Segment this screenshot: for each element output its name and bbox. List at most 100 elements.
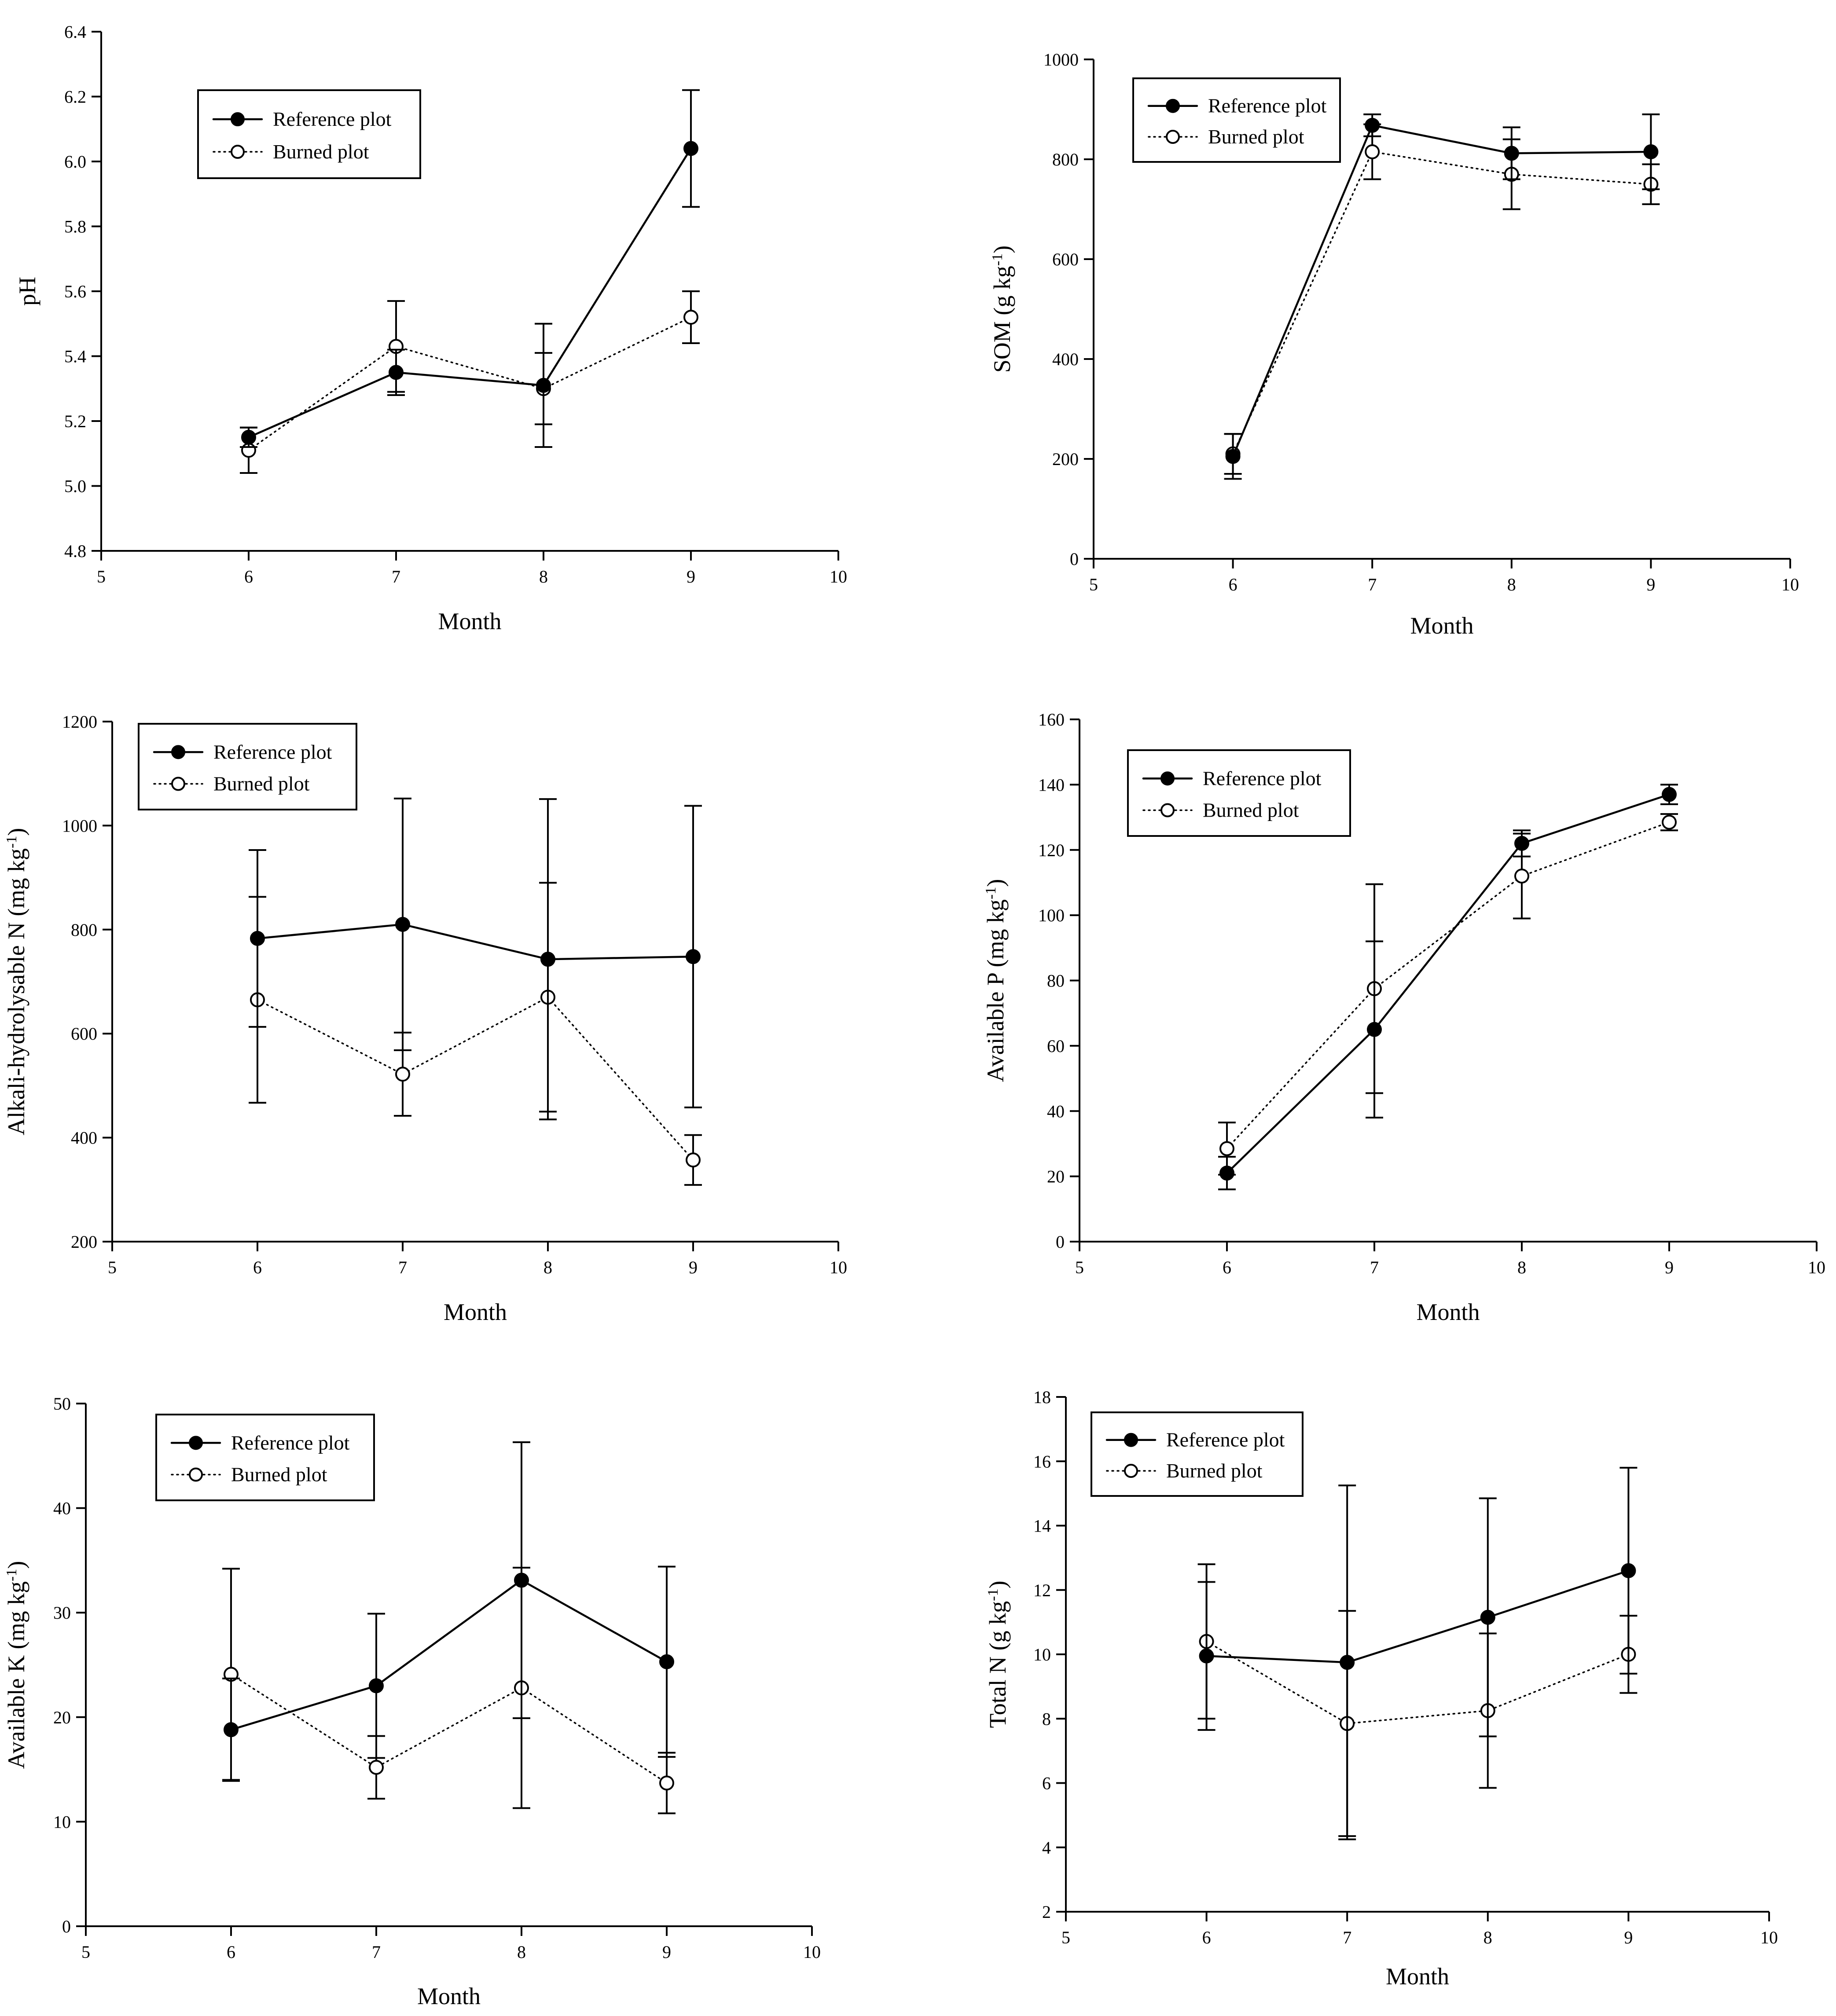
data-point <box>1514 869 1529 884</box>
y-axis-title: SOM (g kg-1) <box>989 246 1015 373</box>
data-point <box>224 1722 239 1737</box>
legend-box <box>138 723 357 810</box>
y-tick-label: 120 <box>1038 840 1065 860</box>
x-tick-label: 8 <box>1483 1928 1492 1947</box>
x-tick-label: 7 <box>1370 1257 1379 1277</box>
legend-box <box>1132 77 1341 163</box>
x-tick-label: 10 <box>1808 1257 1825 1277</box>
series-burned-plot <box>1197 1563 1638 1837</box>
x-tick-label: 9 <box>689 1257 698 1277</box>
data-point <box>1340 1655 1355 1670</box>
x-tick-label: 9 <box>662 1942 671 1962</box>
series-line <box>247 147 692 439</box>
data-point <box>1219 1141 1234 1156</box>
y-tick-label: 2 <box>1042 1902 1051 1922</box>
chart-panel-total-n: 2 4 6 8 10 12 14 16 18 5 6 7 8 9 10 Month Total N (g kg-… <box>984 1387 1778 1990</box>
y-tick-label: 60 <box>1047 1036 1065 1056</box>
y-tick-label: 6.0 <box>64 152 86 172</box>
data-point <box>1662 814 1677 830</box>
x-tick-label: 5 <box>1061 1928 1070 1947</box>
y-tick-label: 6 <box>1042 1774 1051 1793</box>
series-burned-plot <box>222 1567 676 1814</box>
x-tick-label: 7 <box>1343 1928 1351 1947</box>
legend: Reference plot Burned plot <box>138 723 357 810</box>
y-tick-label: 6.2 <box>64 87 86 107</box>
series-line <box>1205 1641 1630 1725</box>
data-point <box>659 1654 674 1669</box>
x-tick-label: 5 <box>97 567 106 586</box>
data-point <box>395 1067 410 1082</box>
data-point <box>1643 144 1659 159</box>
y-tick-label: 600 <box>71 1024 97 1044</box>
data-point <box>1365 117 1380 133</box>
y-tick-label: 10 <box>1033 1645 1051 1664</box>
legend-marker <box>1124 1433 1138 1447</box>
series-burned-plot <box>240 290 700 474</box>
x-tick-label: 6 <box>253 1257 262 1277</box>
y-tick-label: 16 <box>1033 1452 1051 1471</box>
y-tick-label: 80 <box>1047 971 1065 991</box>
legend-label: Burned plot <box>213 773 310 795</box>
data-point <box>514 1572 529 1588</box>
x-tick-label: 10 <box>803 1942 821 1962</box>
data-point <box>686 1152 701 1168</box>
x-tick-label: 7 <box>398 1257 407 1277</box>
legend-marker <box>171 745 185 759</box>
legend-label: Reference plot <box>273 108 392 130</box>
legend-marker <box>1160 803 1175 817</box>
y-tick-label: 0 <box>62 1917 71 1936</box>
legend-label: Burned plot <box>231 1463 327 1486</box>
data-point <box>369 1759 384 1775</box>
series-burned-plot <box>1224 123 1660 475</box>
y-axis-title: pH <box>14 277 40 306</box>
data-point <box>540 952 555 967</box>
legend-marker <box>231 145 245 159</box>
legend-marker <box>231 112 245 126</box>
legend-label: Burned plot <box>1166 1459 1263 1482</box>
x-axis-title: Month <box>1386 1963 1449 1990</box>
y-tick-label: 200 <box>1052 449 1079 469</box>
y-tick-label: 8 <box>1042 1709 1051 1729</box>
series-line <box>1205 1569 1630 1664</box>
y-tick-label: 1000 <box>62 816 97 836</box>
data-point <box>1367 1022 1382 1037</box>
y-tick-label: 0 <box>1056 1232 1065 1252</box>
x-tick-label: 7 <box>1368 575 1377 594</box>
y-tick-label: 20 <box>53 1708 71 1727</box>
x-tick-label: 6 <box>227 1942 235 1962</box>
data-point <box>250 931 265 946</box>
legend: Reference plot Burned plot <box>197 89 421 179</box>
legend: Reference plot Burned plot <box>1091 1411 1304 1497</box>
y-tick-label: 10 <box>53 1812 71 1832</box>
chart-panel-alkali-n: 200 400 600 800 1000 1200 5 6 7 8 9 10 Month Alkali-h… <box>3 712 847 1325</box>
y-tick-label: 1000 <box>1043 50 1079 70</box>
x-axis-title: Month <box>438 608 501 634</box>
x-axis-title: Month <box>1416 1299 1480 1325</box>
y-tick-label: 100 <box>1038 905 1065 925</box>
y-tick-label: 400 <box>1052 349 1079 369</box>
x-tick-label: 8 <box>517 1942 526 1962</box>
x-axis-title: Month <box>417 1983 481 2009</box>
y-tick-label: 40 <box>1047 1101 1065 1121</box>
data-point <box>1199 1648 1214 1664</box>
y-tick-label: 800 <box>71 920 97 940</box>
chart-panel-avail-k: 0 10 20 30 40 50 5 6 7 8 9 10 Month Available K (mg k… <box>3 1394 821 2009</box>
series-burned-plot <box>1218 813 1678 1176</box>
x-axis-title: Month <box>1410 612 1473 639</box>
data-point <box>1365 144 1380 159</box>
legend-marker <box>1166 99 1180 113</box>
data-point <box>241 429 256 445</box>
legend-box <box>1127 749 1351 837</box>
data-point <box>1480 1609 1495 1625</box>
data-point <box>1225 449 1241 464</box>
x-tick-label: 9 <box>1665 1257 1674 1277</box>
data-point <box>389 365 404 380</box>
legend: Reference plot Burned plot <box>155 1414 375 1501</box>
series-reference-plot <box>222 1441 676 1782</box>
series-line <box>1226 793 1671 1174</box>
x-tick-label: 7 <box>392 567 400 586</box>
x-tick-label: 8 <box>1517 1257 1526 1277</box>
legend-box <box>155 1414 375 1501</box>
series-line <box>1232 151 1652 455</box>
